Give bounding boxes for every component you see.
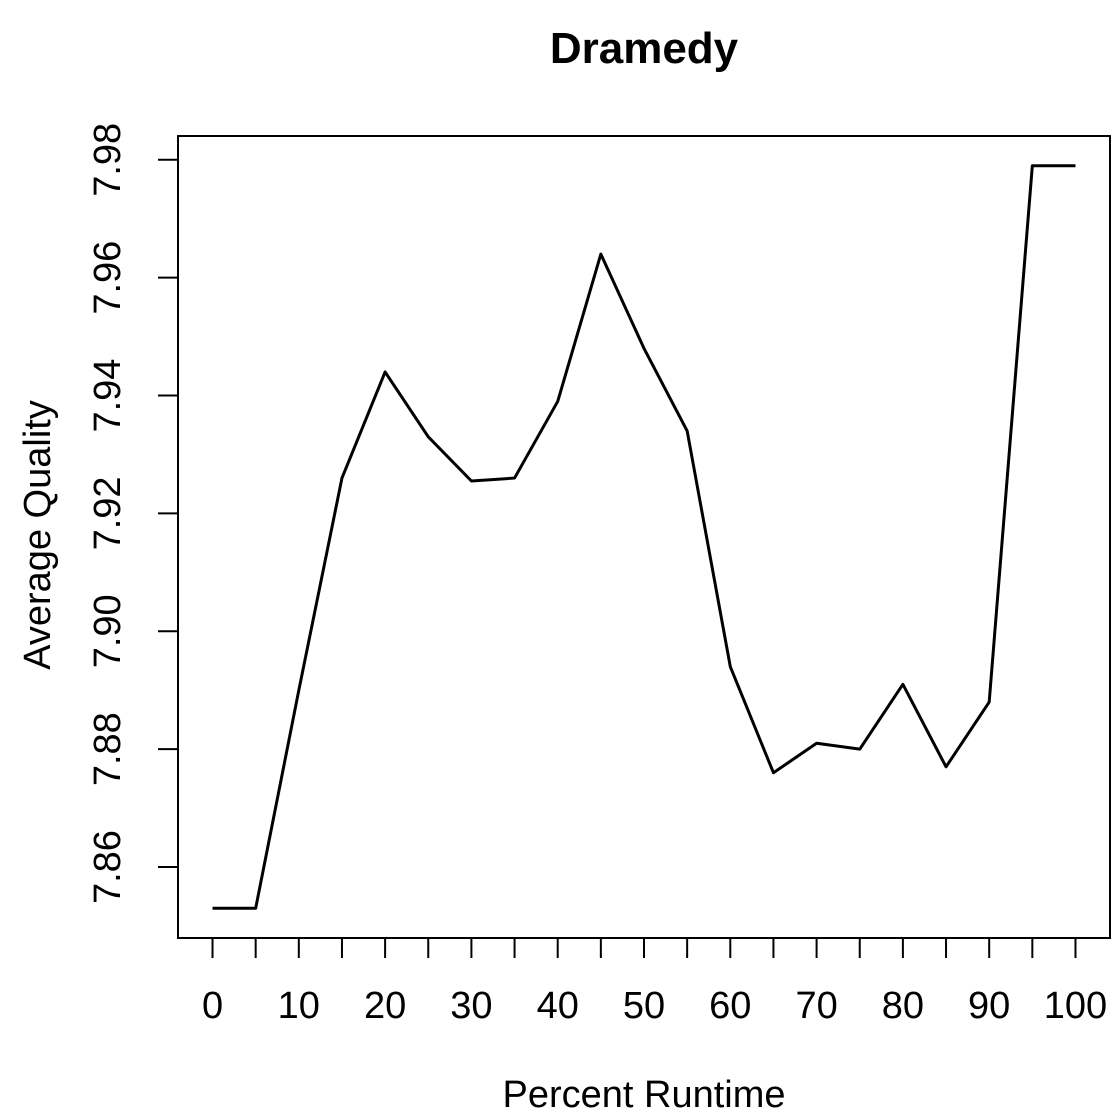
data-series-line — [212, 164, 1076, 910]
x-tick-label: 90 — [968, 985, 1010, 1027]
y-tick-label: 7.88 — [87, 712, 129, 786]
chart-title: Dramedy — [550, 24, 739, 73]
x-axis-label: Percent Runtime — [502, 1074, 785, 1116]
x-tick-label: 60 — [709, 985, 751, 1027]
x-tick-label: 70 — [795, 985, 837, 1027]
y-tick-label: 7.96 — [87, 241, 129, 315]
x-tick-label: 80 — [882, 985, 924, 1027]
y-tick-label: 7.86 — [87, 830, 129, 904]
plot-box — [177, 135, 1111, 939]
x-tick-label: 10 — [278, 985, 320, 1027]
y-tick-label: 7.98 — [87, 123, 129, 197]
x-tick-label: 20 — [364, 985, 406, 1027]
x-tick-label: 0 — [202, 985, 223, 1027]
x-tick-label: 40 — [537, 985, 579, 1027]
x-tick-label: 30 — [450, 985, 492, 1027]
x-tick-label: 50 — [623, 985, 665, 1027]
y-tick-label: 7.92 — [87, 476, 129, 550]
y-tick-label: 7.90 — [87, 594, 129, 668]
plot-area: 0 10 20 30 40 50 60 70 80 90 100 7.86 7.88 7.90 7.92 7.… — [87, 123, 1111, 1027]
y-axis-label: Average Quality — [17, 400, 59, 670]
y-tick-label: 7.94 — [87, 359, 129, 433]
x-tick-label: 100 — [1044, 985, 1107, 1027]
